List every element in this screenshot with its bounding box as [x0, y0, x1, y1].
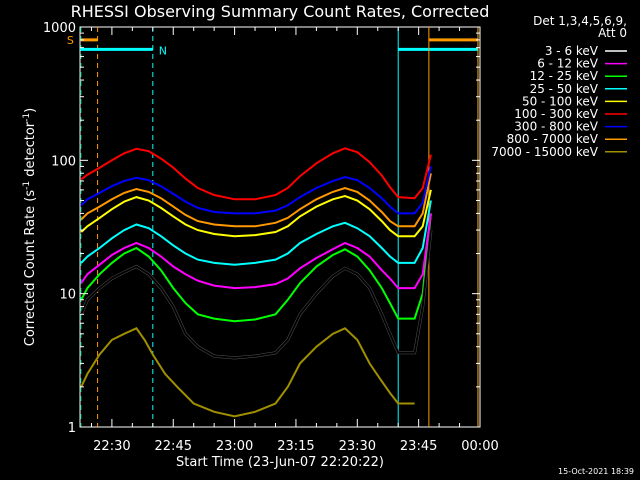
series-line-50-100-kev	[80, 189, 432, 238]
legend-header-1: Det 1,3,4,5,6,9,	[533, 14, 627, 28]
x-tick-label: 23:30	[339, 439, 376, 454]
series-line-100-300-kev	[80, 147, 432, 201]
x-tick-label: 23:15	[277, 439, 314, 454]
x-tick-label: 23:45	[400, 439, 437, 454]
series-line-6-12-kev	[80, 213, 432, 290]
legend-label: 3 - 6 keV	[545, 44, 599, 58]
x-axis-label: Start Time (23-Jun-07 22:20:22)	[176, 455, 384, 470]
y-tick-label: 1	[68, 421, 76, 436]
series-line-800-7000-kev	[80, 173, 432, 228]
x-tick-label: 22:30	[93, 439, 130, 454]
y-axis-label-mid: detector	[23, 121, 38, 181]
x-tick-label: 00:00	[461, 439, 498, 454]
legend-header-2: Att 0	[598, 26, 627, 40]
y-axis-label-sup2: -1	[22, 113, 32, 122]
legend-label: 800 - 7000 keV	[507, 132, 599, 146]
legend-label: 25 - 50 keV	[530, 82, 599, 96]
y-tick-label: 100	[51, 154, 76, 169]
legend-label: 100 - 300 keV	[514, 107, 598, 121]
series-line-12-25-kev	[80, 213, 432, 323]
legend-label: 7000 - 15000 keV	[491, 145, 598, 159]
series-line-7000-15000-kev	[80, 327, 415, 418]
series-line-3-6-kev	[80, 229, 432, 359]
y-axis-label-main: Corrected Count Rate (s	[23, 190, 38, 347]
y-tick-label: 10	[59, 288, 76, 303]
series-line-25-50-kev	[80, 200, 432, 266]
axes: 22:30 22:45 23:00 23:15 23:30 23:45 00:00 1 10 10…	[43, 21, 499, 454]
y-tick-label: 1000	[43, 21, 76, 36]
y-axis-label: Corrected Count Rate (s-1 detector-1)	[22, 108, 38, 346]
y-axis-label-end: )	[23, 108, 38, 113]
legend-label: 12 - 25 keV	[530, 69, 599, 83]
footer-date: 15-Oct-2021 18:39	[558, 467, 634, 476]
y-axis-label-sup1: -1	[22, 181, 32, 190]
series-line-300-800-kev	[80, 166, 432, 215]
legend-label: 50 - 100 keV	[522, 94, 599, 108]
marker-label: S	[67, 34, 74, 47]
x-tick-label: 22:45	[155, 439, 192, 454]
legend-label: 300 - 800 keV	[514, 120, 598, 134]
marker-label: N	[159, 44, 167, 57]
legend-label: 6 - 12 keV	[537, 57, 599, 71]
x-tick-label: 23:00	[216, 439, 253, 454]
series-layer	[79, 147, 433, 418]
chart-title: RHESSI Observing Summary Count Rates, Co…	[71, 2, 490, 21]
attenuator-markers: SN	[67, 27, 479, 427]
